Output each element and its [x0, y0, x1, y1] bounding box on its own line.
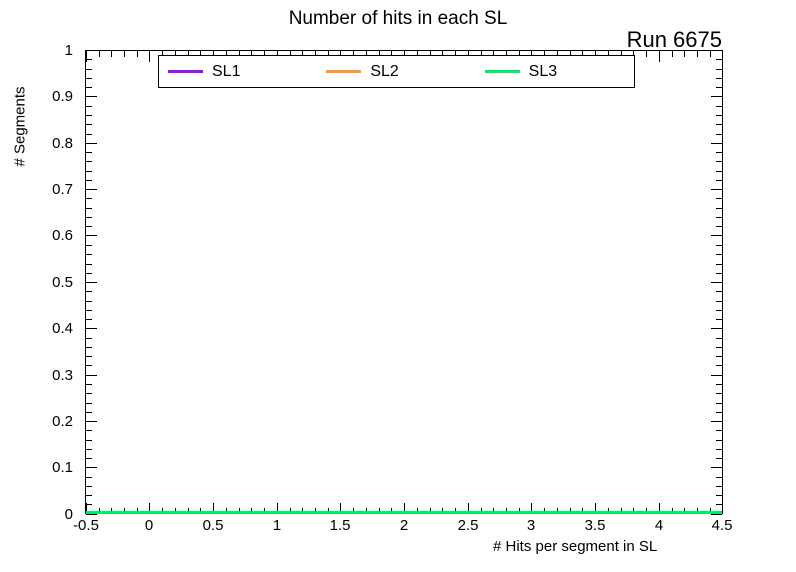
x-tick-label: 3	[526, 517, 536, 534]
legend-line-icon-sl3	[484, 70, 520, 73]
legend-entry-sl2[interactable]: SL2	[317, 63, 475, 81]
x-axis-title: # Hits per segment in SL	[493, 538, 658, 555]
page-title: Number of hits in each SL	[288, 8, 508, 29]
legend-label-sl1: SL1	[212, 62, 241, 80]
x-tick-label: 4.5	[711, 517, 733, 534]
legend-line-icon-sl2	[326, 70, 362, 73]
x-tick-label: 1.5	[329, 517, 351, 534]
y-tick-label: 1	[64, 42, 73, 59]
series-line-sl3	[86, 511, 722, 514]
y-tick-label: 0.8	[52, 135, 73, 152]
y-tick-label: 0	[64, 506, 73, 523]
x-tick-label: -0.5	[73, 517, 99, 534]
x-tick-label: 1	[272, 517, 282, 534]
plot-frame	[85, 50, 723, 514]
y-tick-label: 0.9	[52, 88, 73, 105]
y-tick-label: 0.7	[52, 181, 73, 198]
x-tick-label: 2	[399, 517, 409, 534]
run-label: Run 6675	[626, 27, 722, 52]
x-tick-label: 2.5	[457, 517, 479, 534]
y-tick-label: 0.6	[52, 227, 73, 244]
y-tick-label: 0.4	[52, 320, 73, 337]
legend-label-sl2: SL2	[370, 62, 399, 80]
legend-entry-sl1[interactable]: SL1	[159, 63, 317, 81]
x-tick-label: 3.5	[584, 517, 606, 534]
y-tick-label: 0.1	[52, 459, 73, 476]
legend-label-sl3: SL3	[528, 62, 558, 80]
legend-entry-sl3[interactable]: SL3	[476, 63, 634, 81]
legend: SL1 SL2 SL3	[158, 55, 635, 88]
y-tick-label: 0.3	[52, 367, 73, 384]
x-tick-label: 4	[654, 517, 664, 534]
y-axis-title: # Segments	[11, 86, 29, 167]
y-tick-label: 0.2	[52, 413, 73, 430]
x-tick-label: 0	[144, 517, 154, 534]
y-tick-label: 0.5	[52, 274, 73, 291]
legend-line-icon-sl1	[168, 70, 203, 73]
x-tick-label: 0.5	[202, 517, 224, 534]
